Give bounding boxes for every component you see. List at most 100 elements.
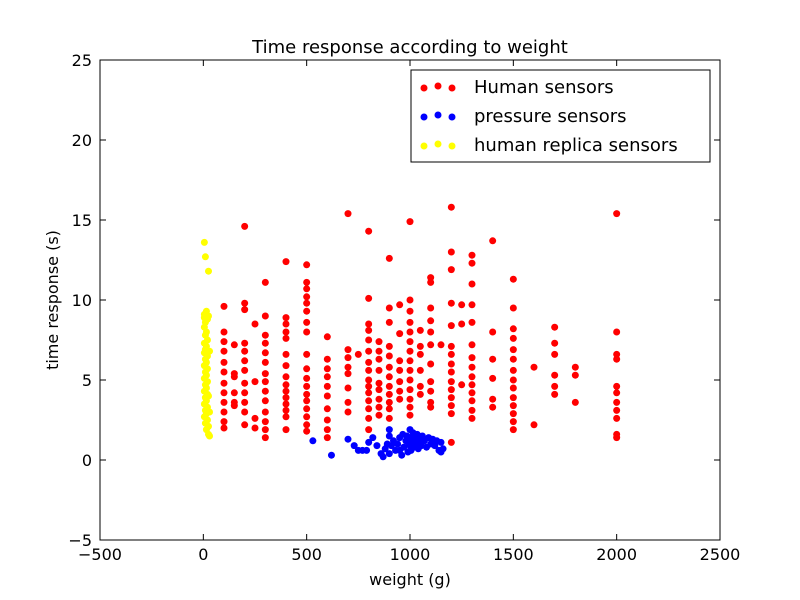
data-point (385, 414, 393, 422)
data-point (282, 387, 290, 395)
data-point (323, 355, 331, 363)
legend-marker (448, 84, 456, 92)
data-point (365, 438, 373, 446)
data-point (385, 342, 393, 350)
data-point (375, 366, 383, 374)
data-point (241, 379, 249, 387)
x-tick-label: 2500 (700, 545, 741, 564)
legend-marker (434, 82, 442, 90)
data-point (251, 424, 259, 432)
data-point (571, 371, 579, 379)
data-point (303, 390, 311, 398)
data-point (509, 346, 517, 354)
data-point (261, 418, 269, 426)
data-point (365, 426, 373, 434)
data-point (551, 390, 559, 398)
data-point (323, 392, 331, 400)
data-point (509, 384, 517, 392)
data-point (613, 389, 621, 397)
data-point (241, 389, 249, 397)
data-point (205, 267, 212, 275)
y-tick-label: 5 (82, 371, 92, 390)
data-point (427, 328, 435, 336)
data-point (551, 350, 559, 358)
x-tick-label: 2000 (596, 545, 637, 564)
data-point (375, 386, 383, 394)
data-point (365, 376, 373, 384)
data-point (406, 386, 414, 394)
data-point (303, 413, 311, 421)
data-point (551, 371, 559, 379)
data-point (282, 381, 290, 389)
data-point (261, 339, 269, 347)
data-point (220, 338, 228, 346)
data-point (427, 398, 435, 406)
data-point (282, 400, 290, 408)
data-point (350, 442, 358, 450)
legend-marker (420, 142, 428, 150)
data-point (406, 338, 414, 346)
data-point (241, 398, 249, 406)
data-point (396, 378, 404, 386)
x-tick-label: 500 (291, 545, 322, 564)
data-point (613, 210, 621, 218)
data-point (261, 331, 269, 339)
data-point (251, 320, 259, 328)
data-point (509, 325, 517, 333)
data-point (365, 389, 373, 397)
data-point (369, 434, 377, 442)
data-point (327, 451, 335, 459)
y-tick-label: 25 (72, 51, 92, 70)
data-point (416, 390, 424, 398)
data-point (447, 360, 455, 368)
series-0 (220, 203, 621, 446)
data-point (613, 355, 621, 363)
data-point (416, 326, 424, 334)
data-point (365, 405, 373, 413)
data-point (344, 370, 352, 378)
data-point (365, 320, 373, 328)
data-point (230, 341, 238, 349)
data-point (468, 251, 476, 259)
data-point (303, 421, 311, 429)
data-point (427, 317, 435, 325)
data-point (261, 312, 269, 320)
data-point (613, 434, 621, 442)
data-point (241, 339, 249, 347)
data-point (354, 350, 362, 358)
data-point (365, 366, 373, 374)
data-point (406, 218, 414, 226)
y-tick-label: −5 (68, 531, 92, 550)
data-point (406, 366, 414, 374)
data-point (509, 376, 517, 384)
data-point (220, 389, 228, 397)
data-point (385, 318, 393, 326)
data-point (447, 410, 455, 418)
data-point (468, 406, 476, 414)
data-point (427, 360, 435, 368)
data-point (220, 398, 228, 406)
data-point (344, 346, 352, 354)
legend-marker (448, 142, 456, 150)
data-point (261, 370, 269, 378)
data-point (551, 323, 559, 331)
data-point (220, 379, 228, 387)
data-point (396, 366, 404, 374)
data-point (344, 354, 352, 362)
data-point (220, 302, 228, 310)
data-point (365, 294, 373, 302)
data-point (385, 363, 393, 371)
data-point (447, 322, 455, 330)
data-point (206, 347, 214, 355)
data-point (303, 365, 311, 373)
data-point (282, 258, 290, 266)
data-point (363, 446, 371, 454)
data-point (396, 330, 404, 338)
data-point (323, 416, 331, 424)
data-point (206, 408, 214, 416)
data-point (220, 424, 228, 432)
data-point (509, 334, 517, 342)
data-point (261, 408, 269, 416)
data-point (447, 350, 455, 358)
data-point (416, 382, 424, 390)
